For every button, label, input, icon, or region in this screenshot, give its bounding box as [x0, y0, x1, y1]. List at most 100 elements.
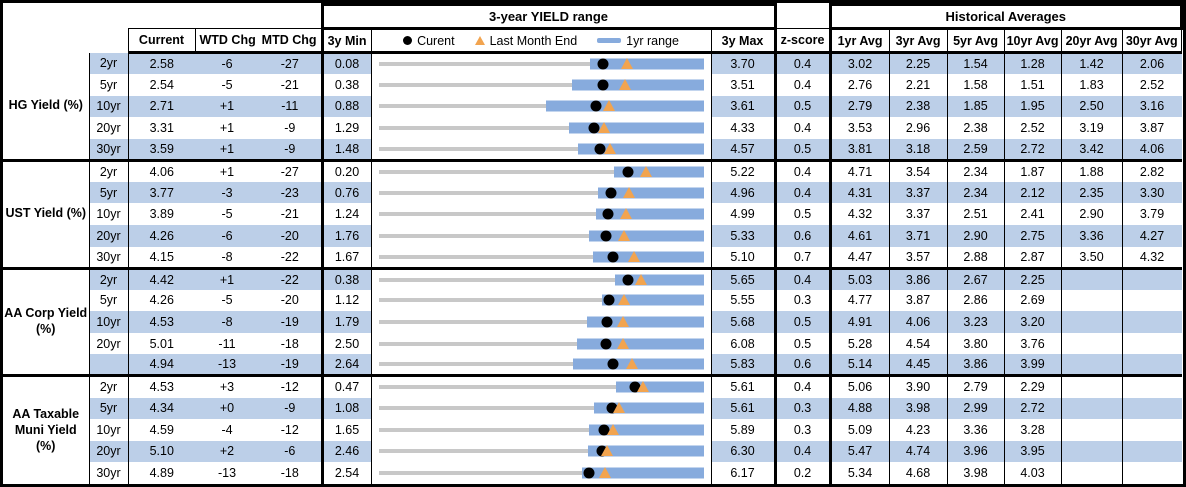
range-plot [378, 441, 704, 463]
wtd-chg-cell: +1 [219, 120, 235, 135]
last-month-end-marker-icon [635, 273, 648, 285]
wtd-chg-cell: -4 [221, 422, 233, 437]
table-row: 30yr 3.59 +1 -9 1.48 4.57 0.5 3.81 3.18 2.59 2.72 3… [3, 138, 1182, 161]
z-score-cell: 0.7 [775, 246, 832, 269]
yield-table: 3-year YIELD range Historical Averages C… [3, 3, 1184, 484]
last-month-end-marker-icon [623, 186, 636, 198]
legend-1yr-range: 1yr range [597, 34, 679, 48]
avg-cell: 4.27 [1121, 225, 1182, 247]
1yr-range-bar [573, 358, 704, 370]
avg-cell: 1.54 [946, 52, 1005, 75]
3y-range-track [378, 298, 702, 303]
3y-range-track [378, 471, 702, 476]
yield-range-chart [370, 289, 712, 312]
table-row: 30yr 4.15 -8 -22 1.67 5.10 0.7 4.47 3.57 2.88 2.87… [3, 246, 1182, 269]
3y-range-track [378, 385, 702, 390]
max-cell: 4.96 [710, 181, 777, 204]
1yr-range-bar [615, 274, 704, 286]
wtd-chg-cell: +1 [195, 95, 259, 118]
avg-cell: 3.36 [1060, 225, 1123, 247]
max-cell: 5.61 [710, 397, 777, 420]
wtd-chg-cell: -3 [195, 181, 259, 204]
current-cell: 5.10 [127, 440, 195, 463]
tenor-cell: 10yr [88, 311, 128, 333]
avg-cell: 2.87 [1003, 246, 1062, 269]
tenor-cell: 2yr [88, 374, 128, 398]
avg-cell: 2.25 [888, 52, 948, 75]
avg-cell: 3.87 [1121, 117, 1182, 139]
avg-cell: 3.18 [888, 138, 948, 161]
avg-cell: 2.90 [946, 225, 1005, 247]
3y-range-track [378, 341, 702, 346]
avg-cell: 3.95 [1003, 440, 1062, 463]
avg-cell: 2.06 [1121, 52, 1182, 75]
avg-cell: 3.79 [1121, 203, 1182, 225]
range-plot [378, 163, 704, 182]
tenor-cell: 5yr [88, 181, 128, 204]
1yr-range-bar [589, 424, 704, 436]
last-month-end-marker-icon [621, 57, 634, 69]
tenor-cell: 20yr [88, 225, 128, 247]
z-score-cell: 0.5 [775, 332, 832, 355]
current-marker-icon [602, 208, 614, 220]
current-marker-icon [629, 381, 641, 393]
min-cell: 1.24 [320, 203, 372, 225]
table-row: 20yr 4.26 -6 -20 1.76 5.33 0.6 4.61 3.71 2.90 2.75… [3, 225, 1182, 247]
mtd-chg-cell: -18 [280, 466, 299, 481]
tenor-cell: 2yr [88, 266, 128, 290]
avg-cell: 4.71 [830, 158, 890, 182]
avg-cell: 4.47 [847, 249, 873, 264]
max-cell: 6.17 [710, 462, 777, 484]
min-cell: 0.47 [320, 374, 372, 398]
last-month-end-marker-icon [620, 208, 633, 220]
avg-cell: 4.03 [1003, 462, 1062, 484]
range-plot [378, 398, 704, 420]
avg-cell: 2.76 [847, 77, 873, 92]
avg-cell: 2.12 [1003, 181, 1062, 204]
avg-cell [1060, 266, 1123, 290]
wtd-chg-cell: -6 [195, 225, 259, 247]
col-header-z-score: z-score [774, 28, 832, 54]
avg-cell: 4.06 [1121, 138, 1182, 161]
z-score-cell: 0.4 [775, 374, 832, 398]
avg-cell: 4.06 [888, 311, 948, 333]
range-plot [378, 74, 704, 96]
range-plot [378, 139, 704, 159]
last-month-end-marker-icon [601, 445, 614, 457]
last-month-end-triangle-icon [474, 36, 485, 45]
yield-range-chart [370, 266, 712, 290]
avg-cell: 3.53 [847, 120, 873, 135]
min-cell: 0.20 [320, 158, 372, 182]
yield-range-chart [370, 203, 712, 225]
3y-range-track [378, 254, 702, 259]
3y-range-track [378, 125, 702, 130]
current-cell: 4.26 [127, 289, 195, 312]
current-marker-icon [597, 79, 609, 91]
current-marker-icon [600, 338, 612, 350]
yield-range-chart [370, 419, 712, 441]
tenor-cell: 10yr [88, 419, 128, 441]
1yr-range-bar [592, 251, 704, 263]
last-month-end-marker-icon [626, 358, 639, 370]
wtd-chg-cell: +1 [195, 138, 259, 161]
avg-cell: 5.14 [830, 354, 890, 376]
range-plot [378, 354, 704, 374]
wtd-chg-cell: +1 [195, 158, 259, 182]
z-score-cell: 0.4 [775, 52, 832, 75]
tenor-cell: 20yr [88, 332, 128, 355]
current-marker-icon [588, 122, 600, 134]
max-cell: 4.57 [710, 138, 777, 161]
z-score-cell: 0.6 [775, 225, 832, 247]
table-row: 30yr 4.89 -13 -18 2.54 6.17 0.2 5.34 4.68 3.98 4.0… [3, 462, 1182, 484]
avg-cell: 2.35 [1060, 181, 1123, 204]
col-header-3y-min: 3y Min [320, 28, 372, 54]
tenor-cell: 20yr [88, 117, 128, 139]
avg-cell: 1.85 [946, 95, 1005, 118]
yield-range-chart [370, 225, 712, 247]
avg-cell: 2.75 [1003, 225, 1062, 247]
header-spacer-zscore [775, 4, 831, 29]
z-score-cell: 0.4 [775, 158, 832, 182]
1yr-range-bar [615, 381, 704, 393]
avg-cell: 1.28 [1003, 52, 1062, 75]
min-cell: 2.54 [320, 462, 372, 484]
